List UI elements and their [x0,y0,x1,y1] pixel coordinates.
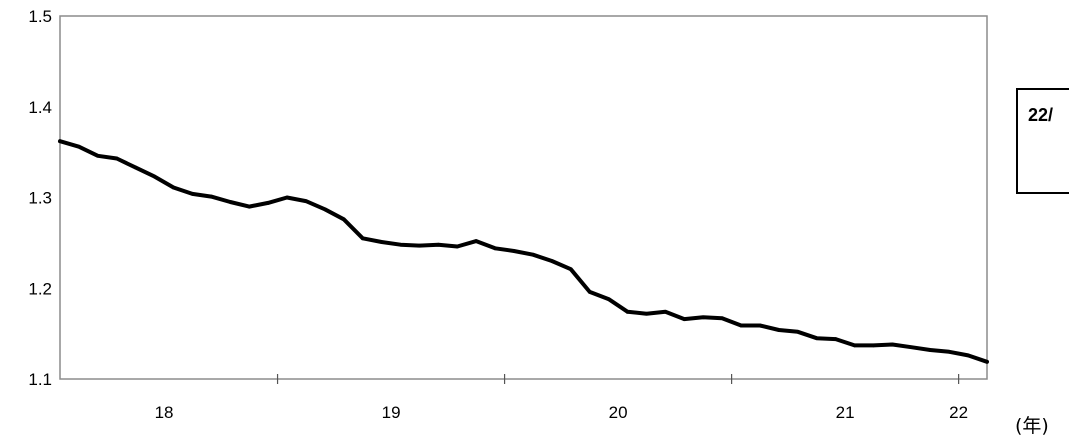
data-point [568,267,573,271]
data-point [758,323,762,328]
data-point [625,310,630,314]
data-point [512,249,516,253]
data-point [152,174,157,179]
data-point [871,343,876,348]
plot-area-frame [59,15,988,380]
data-point [985,359,989,364]
data-point [77,144,81,149]
data-point [58,139,62,144]
y-tick-label: 1.4 [28,98,52,117]
y-tick-label: 1.1 [28,370,52,389]
data-point [417,243,422,248]
series-line [58,139,989,364]
data-point [96,153,100,158]
data-point [531,252,535,257]
annotation-box: 22/ [1016,88,1069,194]
data-point [228,200,233,204]
x-tick-label: 21 [836,403,855,422]
data-point [171,185,176,190]
data-point [493,246,497,251]
data-point [550,259,554,263]
data-point [455,244,460,249]
data-point [947,349,951,354]
x-tick-label: 20 [609,403,628,422]
data-point [133,165,138,170]
axes [276,374,960,384]
data-point [796,330,800,334]
data-point [777,328,781,332]
y-tick-label: 1.5 [28,7,52,26]
data-point [928,348,933,352]
data-point [663,310,668,314]
data-point [682,317,687,321]
y-tick-label: 1.2 [28,279,52,298]
y-tick-label: 1.3 [28,189,52,208]
data-point [436,242,441,247]
x-tick-label: 22 [949,403,968,422]
data-point [909,345,914,350]
data-point [266,201,270,205]
data-point [587,290,592,294]
annotation-text: 22/ [1028,105,1054,125]
data-point [379,240,384,244]
data-point [190,192,195,196]
data-point [341,217,346,222]
data-point [644,311,649,316]
data-point [209,194,214,199]
data-point [247,204,251,209]
tick-labels: 1.1 1.2 1.3 1.4 1.5 18 19 20 21 22 [28,7,968,422]
x-axis-unit-label: (年) [1015,415,1049,437]
data-point [701,315,706,320]
data-point [606,297,611,301]
x-tick-label: 19 [382,403,401,422]
x-tick-label: 18 [155,403,174,422]
data-point [720,316,724,320]
data-point [966,353,970,358]
data-point [304,199,308,203]
data-point [890,342,895,347]
data-point [398,242,403,247]
data-point [323,207,327,212]
data-point [852,343,857,348]
data-point [814,336,819,340]
data-point [739,323,743,328]
data-points [58,139,989,364]
data-point [833,337,838,341]
data-point [285,195,289,200]
data-point [474,239,479,243]
data-point [114,156,119,161]
data-point [360,236,365,241]
